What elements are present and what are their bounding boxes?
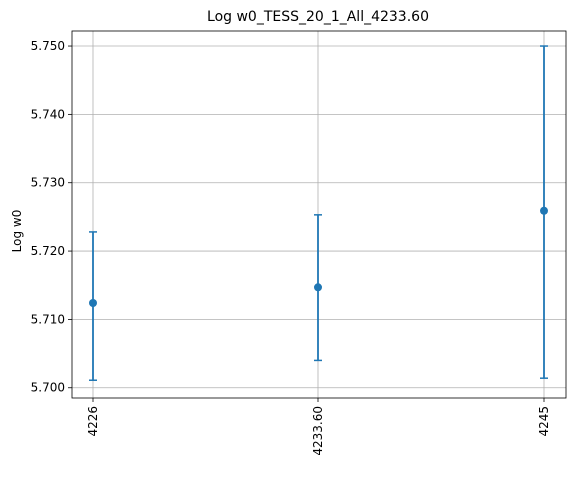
data-point [540, 206, 548, 215]
y-tick-label: 5.700 [31, 381, 65, 395]
data-point [314, 283, 322, 292]
y-tick-label: 5.740 [31, 107, 65, 121]
data-marks [89, 45, 548, 381]
data-point [89, 299, 97, 308]
axes: 5.700 5.710 5.720 5.730 5.740 5.750 4226 4233.6… [31, 30, 567, 456]
y-tick-label: 5.750 [31, 39, 65, 53]
x-tick-label: 4245 [537, 406, 551, 437]
x-tick-label: 4233.60 [311, 406, 325, 456]
chart-title: Log w0_TESS_20_1_All_4233.60 [207, 9, 429, 25]
plot-frame [71, 30, 567, 399]
y-tick-label: 5.710 [31, 312, 65, 326]
y-tick-label: 5.730 [31, 176, 65, 190]
y-tick-label: 5.720 [31, 244, 65, 258]
y-axis-label: Log w0 [10, 210, 24, 253]
x-tick-label: 4226 [86, 406, 100, 437]
